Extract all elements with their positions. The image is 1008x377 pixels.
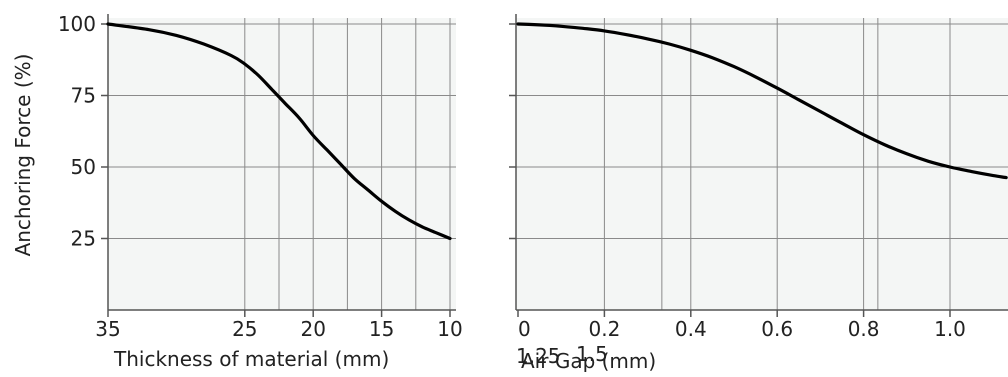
plot-area — [516, 18, 1008, 310]
x-tick-label-extra: 1.25 — [516, 344, 561, 368]
x-tick-label: 0.4 — [675, 317, 707, 341]
x-tick-label: 0.2 — [588, 317, 620, 341]
x-axis-label-air-gap: Air Gap (mm) — [521, 349, 656, 372]
x-tick-label: 25 — [232, 317, 257, 341]
plot-area — [108, 18, 456, 310]
x-tick-label: 0 — [518, 317, 531, 341]
x-tick-label: 0.8 — [848, 317, 880, 341]
series-line — [516, 22, 1008, 180]
x-tick-label: 10 — [437, 317, 462, 341]
x-tick-label: 1.0 — [934, 317, 966, 341]
right-panel-air-gap: 0 0.2 0.4 0.6 0.8 1.0 — [509, 14, 1008, 341]
y-tick-label: 100 — [58, 12, 96, 36]
y-axis-label: Anchoring Force (%) — [11, 54, 35, 257]
x-tick-label: 0.6 — [761, 317, 793, 341]
series-line — [106, 22, 452, 241]
x-tick-label-extra: 1.5 — [576, 342, 608, 366]
y-tick-label: 50 — [71, 155, 96, 179]
left-panel-thickness: 25 50 75 100 35 25 20 15 10 — [58, 12, 463, 341]
y-tick-label: 25 — [71, 227, 96, 251]
y-tick-label: 75 — [71, 84, 96, 108]
x-tick-label: 35 — [95, 317, 120, 341]
x-tick-label: 15 — [369, 317, 394, 341]
x-tick-label: 20 — [300, 317, 325, 341]
x-axis-label-thickness: Thickness of material (mm) — [113, 347, 389, 371]
